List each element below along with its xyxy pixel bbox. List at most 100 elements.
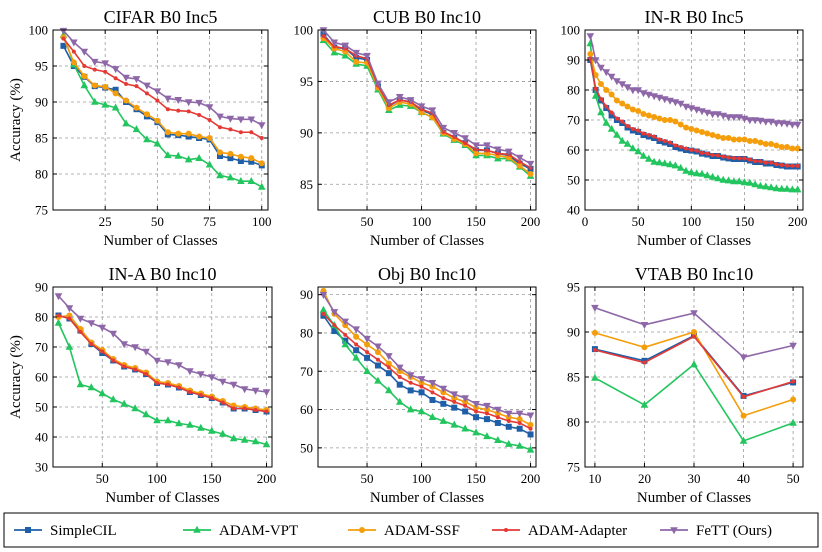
data-point (264, 409, 269, 414)
data-point (174, 151, 183, 159)
data-point (656, 115, 663, 122)
data-point (672, 118, 679, 125)
data-point (472, 428, 480, 436)
axes-frame (317, 29, 537, 211)
y-tick-label: 60 (300, 402, 313, 417)
data-point (763, 160, 768, 165)
data-point (237, 116, 245, 124)
chart-panel: 10 20 30 40 50 75 80 85 90 95 VTAB B0 Inc10 Number … (567, 264, 804, 506)
data-point (92, 67, 97, 72)
data-point (61, 36, 66, 41)
x-tick-label: 50 (632, 214, 645, 229)
data-point (237, 153, 244, 160)
legend-items: SimpleCIL ADAM-VPT ADAM-SSF ADAM-Adapter FeT… (14, 523, 772, 539)
legend-marker (670, 527, 678, 535)
data-point (506, 419, 511, 424)
data-point (761, 182, 770, 190)
data-point (66, 312, 73, 319)
data-point (385, 370, 392, 377)
data-point (629, 87, 637, 95)
data-point (418, 109, 425, 116)
data-point (143, 82, 151, 90)
data-point (472, 142, 480, 150)
x-tick-label: 50 (151, 214, 164, 229)
data-point (386, 365, 391, 370)
data-point (730, 114, 738, 122)
x-tick-label: 100 (147, 471, 167, 486)
data-point (112, 90, 119, 97)
data-point (240, 435, 249, 443)
data-point (164, 95, 172, 103)
data-point (757, 139, 764, 146)
data-point (352, 353, 360, 361)
data-point (483, 402, 491, 410)
data-point (65, 305, 74, 313)
data-point (440, 400, 447, 407)
data-point (474, 409, 479, 414)
data-point (332, 323, 337, 328)
data-point (494, 419, 501, 426)
data-point (331, 328, 338, 335)
data-point (608, 91, 615, 98)
data-point (463, 403, 468, 408)
data-point (82, 64, 87, 68)
data-point (71, 49, 76, 54)
data-point (81, 73, 88, 80)
data-point (165, 107, 170, 112)
data-point (207, 426, 216, 434)
data-point (619, 100, 626, 107)
y-axis-label: Accuracy (%) (8, 78, 24, 162)
data-point (253, 408, 258, 412)
data-point (635, 108, 642, 114)
data-point (504, 439, 513, 447)
data-point (176, 385, 181, 390)
ticks: 50 100 150 200 30 40 50 60 70 80 90 (35, 280, 276, 487)
data-point (528, 426, 533, 431)
data-point (396, 381, 403, 388)
data-point (739, 436, 748, 444)
data-point (197, 423, 205, 431)
data-point (682, 166, 690, 174)
data-point (607, 124, 616, 132)
data-point (343, 332, 348, 337)
x-tick-label: 100 (412, 471, 432, 486)
data-point (242, 406, 247, 411)
data-point (249, 130, 254, 135)
data-point (772, 184, 781, 192)
data-point (673, 143, 678, 148)
data-point (645, 112, 652, 119)
data-point (175, 419, 183, 427)
data-point (238, 130, 243, 135)
x-axis-label: Number of Classes (105, 490, 219, 506)
data-point (247, 116, 256, 124)
x-tick-label: 50 (787, 471, 800, 486)
data-point (587, 51, 594, 57)
data-point (527, 171, 534, 177)
data-point (89, 342, 94, 346)
x-axis-label: Number of Classes (637, 490, 751, 506)
data-point (153, 139, 162, 147)
data-point (629, 144, 637, 152)
data-point (642, 360, 647, 365)
data-point (747, 157, 752, 162)
data-point (730, 177, 738, 185)
data-point (462, 408, 469, 415)
data-point (319, 305, 328, 313)
data-point (198, 393, 203, 397)
data-point (207, 118, 212, 122)
data-point (174, 97, 183, 105)
data-point (598, 97, 603, 101)
data-point (251, 387, 260, 395)
data-point (395, 94, 404, 102)
data-point (650, 157, 658, 165)
data-point (237, 158, 244, 165)
data-point (354, 342, 359, 347)
data-point (78, 330, 83, 334)
data-point (363, 52, 371, 60)
data-point (620, 119, 625, 124)
data-point (714, 133, 721, 140)
data-point (195, 153, 203, 161)
data-point (678, 145, 683, 149)
data-point (667, 117, 674, 123)
data-point (751, 180, 759, 188)
